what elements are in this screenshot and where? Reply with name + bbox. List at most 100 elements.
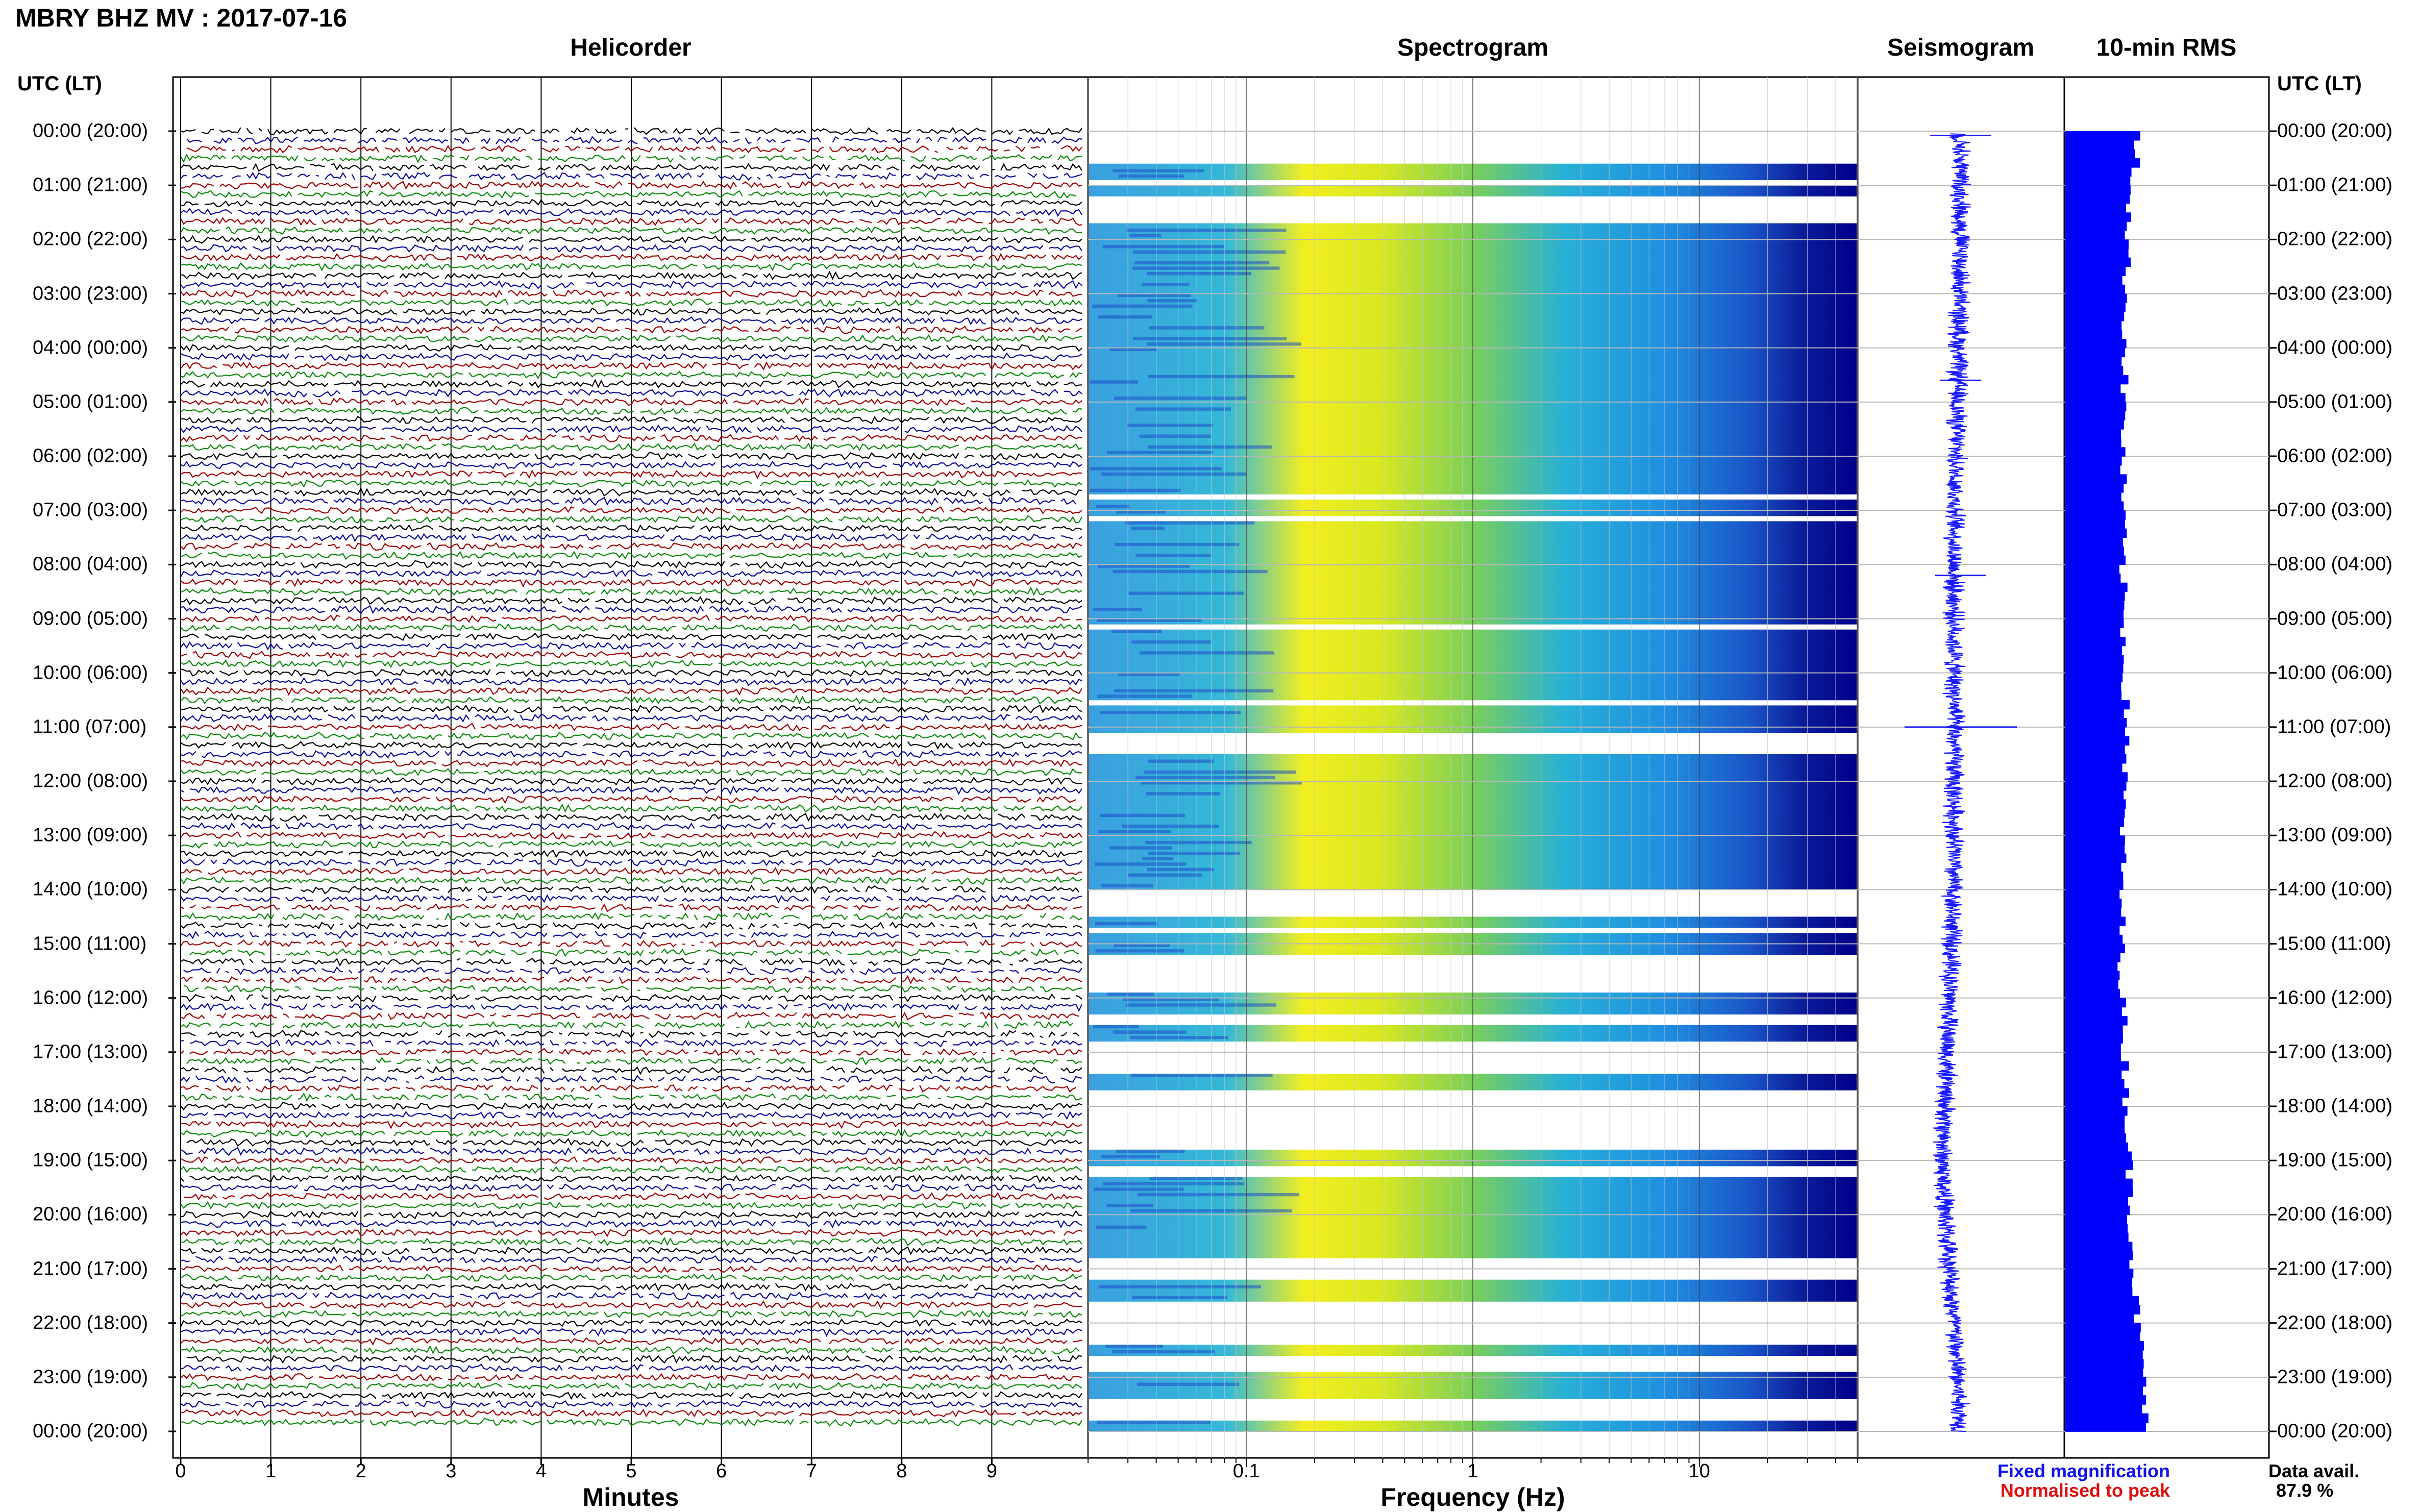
- rms-bar: [2065, 961, 2118, 972]
- rms-bar: [2065, 1214, 2128, 1224]
- spectrogram-block: [1090, 380, 1139, 384]
- spectrogram-block: [1126, 1003, 1276, 1007]
- helicorder-trace-row: [180, 704, 1082, 714]
- spectrogram-block: [1098, 1285, 1261, 1288]
- rms-bar: [2065, 1007, 2122, 1017]
- helicorder-trace-row: [180, 406, 1082, 415]
- rms-bar: [2065, 1377, 2146, 1387]
- spectrogram-block: [1095, 862, 1186, 866]
- rms-bar: [2065, 926, 2120, 935]
- rms-bar: [2065, 167, 2132, 177]
- rms-bar: [2065, 880, 2124, 890]
- helicorder-trace-row: [180, 1065, 1082, 1075]
- page-title: MBRY BHZ MV : 2017-07-16: [15, 4, 348, 32]
- helicorder-trace-row: [180, 1364, 1082, 1373]
- rms-bar: [2065, 212, 2131, 222]
- spectrogram-block: [1113, 569, 1268, 574]
- helicorder-grid: [180, 77, 993, 1458]
- helicorder-trace-row: [180, 343, 1082, 352]
- hour-label-right: 10:00 (06:00): [2277, 662, 2393, 684]
- spectrogram-block: [1127, 424, 1214, 427]
- rms-bar: [2065, 1133, 2126, 1143]
- helicorder-trace-row: [180, 1165, 1082, 1174]
- helicorder-trace-row: [180, 1120, 1082, 1130]
- rms-bar: [2065, 456, 2122, 466]
- rms-bar: [2065, 230, 2125, 240]
- rms-bar: [2065, 1269, 2134, 1278]
- rms-bar: [2065, 817, 2124, 827]
- helicorder-trace-row: [180, 1075, 1082, 1084]
- rms-bar: [2065, 420, 2124, 430]
- rms-bar: [2065, 140, 2134, 150]
- helicorder-trace-row: [180, 1309, 1082, 1319]
- rms-bar: [2065, 907, 2121, 918]
- helicorder-trace-row: [180, 1029, 1079, 1038]
- hour-label-left: 20:00 (16:00): [33, 1203, 149, 1225]
- helicorder-trace-row: [180, 307, 1082, 316]
- spectrogram-block: [1107, 993, 1154, 996]
- helicorder-trace-row: [180, 605, 1082, 614]
- helicorder-trace-row: [180, 1300, 1082, 1309]
- rms-bar: [2065, 574, 2121, 583]
- spectrogram-block: [1136, 407, 1231, 411]
- spectrogram-grid: [1088, 77, 1858, 1458]
- rms-bar: [2065, 1259, 2130, 1270]
- hour-label-right: 01:00 (21:00): [2277, 174, 2393, 196]
- hour-label-right: 19:00 (15:00): [2277, 1149, 2393, 1171]
- hour-label-left: 09:00 (05:00): [33, 608, 149, 629]
- helicorder-trace-row: [180, 506, 1082, 515]
- rms-title: 10-min RMS: [2096, 34, 2237, 61]
- helicorder-trace-row: [180, 632, 1082, 641]
- helicorder-trace-row: [180, 533, 1082, 542]
- helicorder-trace-row: [180, 1128, 1082, 1138]
- spectrogram-block: [1101, 884, 1153, 888]
- helicorder-trace-row: [180, 551, 1082, 560]
- hour-label-right: 22:00 (18:00): [2277, 1312, 2393, 1334]
- rms-bar: [2065, 537, 2123, 547]
- spectrogram-x-tick-label: 0.1: [1232, 1460, 1260, 1482]
- helicorder-trace-row: [180, 975, 1082, 985]
- helicorder-trace-row: [180, 1255, 1082, 1265]
- spectrogram-block: [1144, 770, 1296, 774]
- helicorder-trace-row: [181, 199, 1082, 208]
- helicorder-trace-row: [180, 1408, 1082, 1418]
- rms-bar: [2065, 176, 2131, 186]
- hour-label-left: 17:00 (13:00): [33, 1041, 149, 1063]
- rms-bar: [2065, 1079, 2125, 1089]
- helicorder-trace-row: [180, 1011, 1079, 1021]
- hour-label-left: 22:00 (18:00): [33, 1312, 149, 1334]
- rms-bar: [2065, 1142, 2128, 1152]
- rms-bar: [2065, 1296, 2139, 1306]
- hour-label-right: 00:00 (20:00): [2277, 120, 2393, 142]
- spectrogram-block: [1133, 250, 1286, 254]
- helicorder-trace-row: [180, 993, 1082, 1003]
- rms-bar: [2065, 303, 2126, 312]
- helicorder-traces: [180, 127, 1082, 1427]
- helicorder-trace-row: [180, 1174, 1082, 1183]
- rms-bar: [2065, 934, 2123, 945]
- spectrogram-block: [1089, 467, 1222, 470]
- helicorder-trace-row: [180, 858, 1082, 867]
- helicorder-trace-row: [180, 1264, 1082, 1273]
- rms-bar: [2065, 1187, 2133, 1197]
- spectrogram-block: [1100, 813, 1186, 817]
- rms-bar: [2065, 781, 2127, 791]
- helicorder-trace-row: [180, 442, 1082, 452]
- rms-bar: [2065, 257, 2131, 267]
- rms-bar: [2065, 1205, 2130, 1216]
- rms-bar: [2065, 691, 2122, 701]
- spectrogram-block: [1098, 315, 1152, 319]
- spectrogram-block: [1093, 1025, 1139, 1029]
- hour-label-left: 03:00 (23:00): [33, 283, 149, 304]
- helicorder-trace-row: [180, 1210, 1082, 1220]
- rms-bar: [2065, 411, 2126, 420]
- spectrogram-block: [1146, 272, 1251, 276]
- rms-panel: [2063, 76, 2270, 1459]
- helicorder-trace-row: [180, 866, 1082, 876]
- spectrogram-block: [1117, 673, 1180, 677]
- rms-bar: [2065, 276, 2122, 285]
- rms-bar: [2065, 465, 2120, 475]
- hour-label-left: 13:00 (09:00): [33, 824, 149, 846]
- rms-bar: [2065, 483, 2124, 493]
- helicorder-trace-row: [180, 1391, 1082, 1400]
